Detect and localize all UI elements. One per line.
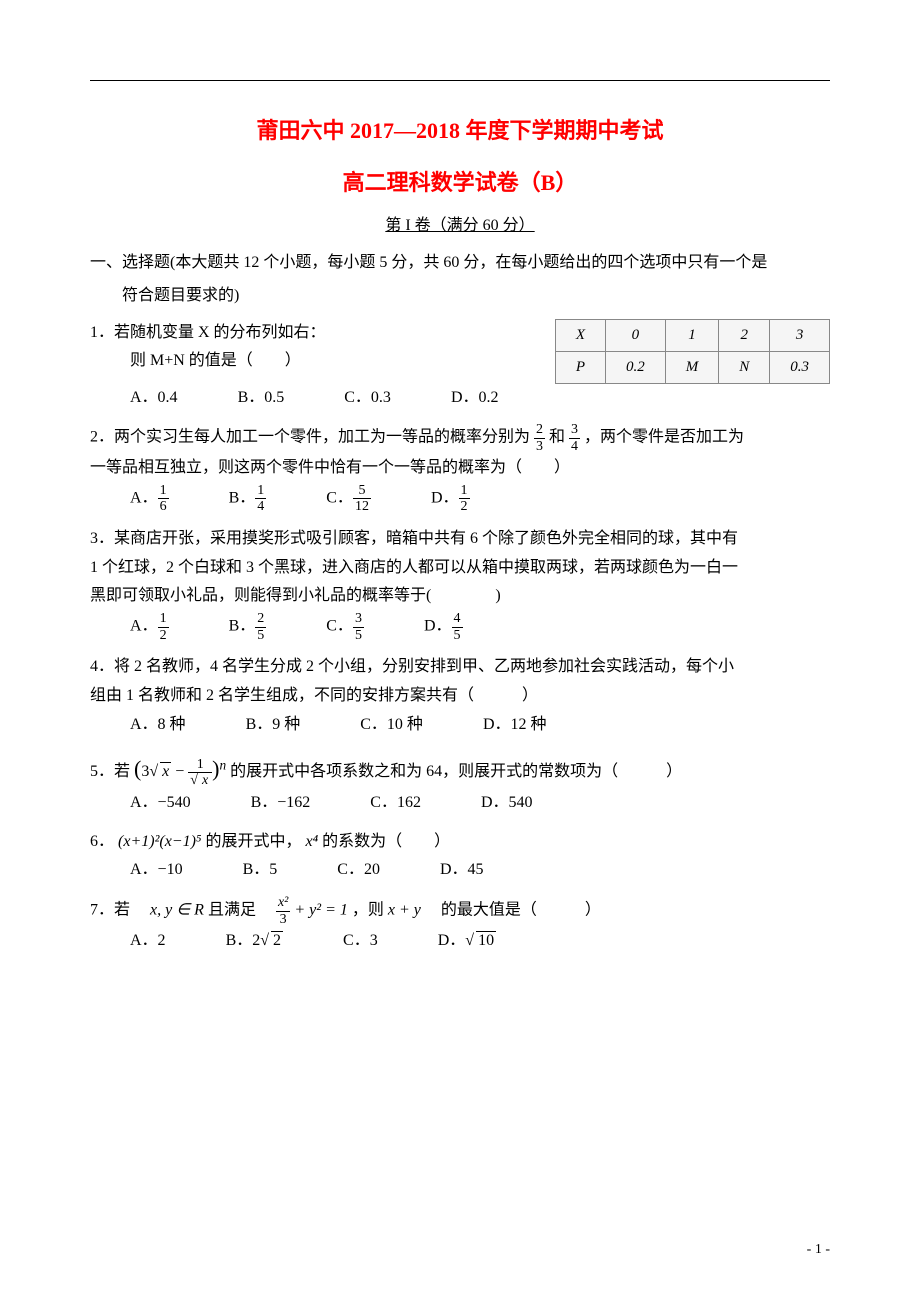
option-d: D．45 <box>440 856 484 885</box>
sqrt-icon <box>149 763 158 780</box>
option-a: A．0.4 <box>130 384 178 413</box>
option-a: A．2 <box>130 927 166 956</box>
q2-pre: 2．两个实习生每人加工一个零件，加工为一等品的概率分别为 <box>90 429 530 446</box>
option-c: C．162 <box>370 789 421 818</box>
option-c: C．512 <box>326 483 371 515</box>
option-b: B．0.5 <box>238 384 285 413</box>
table-row: X 0 1 2 3 <box>555 319 829 351</box>
top-divider <box>90 80 830 81</box>
question-6: 6． (x+1)²(x−1)⁵ 的展开式中， x⁴ 的系数为（ ） A．−10 … <box>90 828 830 886</box>
exam-title: 莆田六中 2017—2018 年度下学期期中考试 <box>90 111 830 151</box>
q3-options: A．12 B．25 C．35 D．45 <box>90 611 830 643</box>
option-a: A．−10 <box>130 856 183 885</box>
option-c: C．0.3 <box>344 384 391 413</box>
intro-line2: 符合题目要求的) <box>90 282 830 311</box>
q1-options: A．0.4 B．0.5 C．0.3 D．0.2 <box>90 384 830 413</box>
question-3: 3．某商店开张，采用摸奖形式吸引顾客，暗箱中共有 6 个除了颜色外完全相同的球，… <box>90 525 830 643</box>
question-5: 5．若 (3x − 1 x )n 的展开式中各项系数之和为 64，则展开式的常数… <box>90 749 830 817</box>
q1-distribution-table: X 0 1 2 3 P 0.2 M N 0.3 <box>555 319 830 384</box>
option-d: D．45 <box>424 611 463 643</box>
option-c: C．3 <box>343 927 378 956</box>
exam-subtitle: 高二理科数学试卷（B） <box>90 163 830 203</box>
option-b: B．25 <box>229 611 267 643</box>
question-7: 7．若 x, y ∈ R 且满足 x²3 + y² = 1 ，则 x + y 的… <box>90 895 830 956</box>
option-a: A．16 <box>130 483 169 515</box>
page-number: - 1 - <box>807 1237 830 1262</box>
option-b: B．9 种 <box>246 711 301 740</box>
intro-line1: 一、选择题(本大题共 12 个小题，每小题 5 分，共 60 分，在每小题给出的… <box>90 249 830 278</box>
table-row: P 0.2 M N 0.3 <box>555 351 829 383</box>
option-c: C．10 种 <box>360 711 423 740</box>
q4-options: A．8 种 B．9 种 C．10 种 D．12 种 <box>90 711 830 740</box>
option-b: B．22 <box>226 927 283 956</box>
fraction-icon: x²3 <box>276 895 290 927</box>
option-d: D．0.2 <box>451 384 499 413</box>
option-c: C．35 <box>326 611 364 643</box>
question-4: 4．将 2 名教师，4 名学生分成 2 个小组，分别安排到甲、乙两地参加社会实践… <box>90 653 830 739</box>
q7-options: A．2 B．22 C．3 D．10 <box>90 927 830 956</box>
option-b: B．−162 <box>251 789 311 818</box>
q2-options: A．16 B．14 C．512 D．12 <box>90 483 830 515</box>
option-d: D．12 种 <box>483 711 547 740</box>
section-label: 第 I 卷（满分 60 分） <box>90 212 830 241</box>
sqrt-icon <box>260 932 269 949</box>
fraction-icon: 23 <box>534 422 545 454</box>
option-d: D．12 <box>431 483 470 515</box>
q1-text: 1．若随机变量 X 的分布列如右： <box>90 319 525 348</box>
q1-sub: 则 M+N 的值是（ ） <box>90 347 525 376</box>
option-b: B．14 <box>229 483 267 515</box>
option-c: C．20 <box>337 856 380 885</box>
question-1: 1．若随机变量 X 的分布列如右： 则 M+N 的值是（ ） X 0 1 2 3… <box>90 319 830 413</box>
sqrt-icon <box>465 932 474 949</box>
option-a: A．8 种 <box>130 711 186 740</box>
option-b: B．5 <box>243 856 278 885</box>
q2-line2: 一等品相互独立，则这两个零件中恰有一个一等品的概率为（ ） <box>90 454 830 483</box>
option-d: D．540 <box>481 789 533 818</box>
option-a: A．−540 <box>130 789 191 818</box>
fraction-icon: 1 x <box>188 757 212 789</box>
q5-options: A．−540 B．−162 C．162 D．540 <box>90 789 830 818</box>
fraction-icon: 34 <box>569 422 580 454</box>
option-a: A．12 <box>130 611 169 643</box>
option-d: D．10 <box>438 927 496 956</box>
question-2: 2．两个实习生每人加工一个零件，加工为一等品的概率分别为 23 和 34 ，两个… <box>90 422 830 514</box>
q6-options: A．−10 B．5 C．20 D．45 <box>90 856 830 885</box>
